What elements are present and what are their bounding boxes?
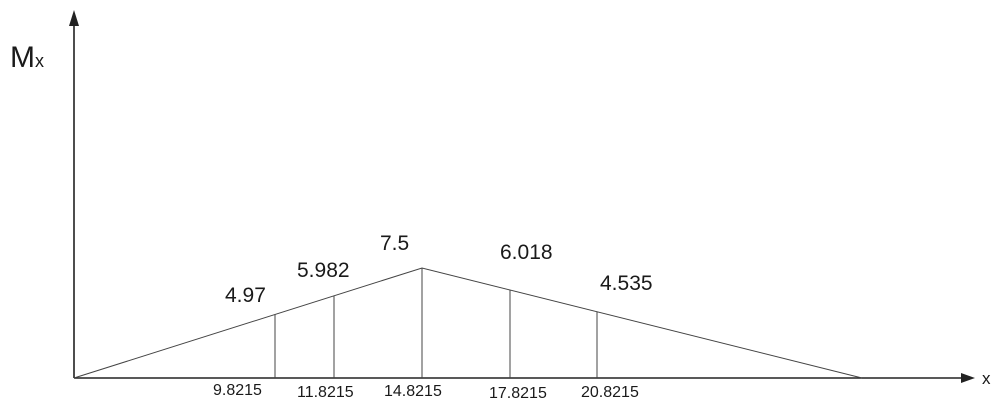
moment-value-label: 5.982 <box>297 259 350 282</box>
y-axis-title: Mx <box>10 41 44 74</box>
moment-value-label: 4.97 <box>225 284 266 307</box>
moment-diagram-outline <box>73 267 863 379</box>
moment-value-label: 6.018 <box>500 241 553 264</box>
x-position-label: 14.8215 <box>384 383 442 400</box>
x-position-label: 20.8215 <box>581 384 639 401</box>
y-axis-title-subscript: x <box>35 51 44 71</box>
x-position-label: 9.8215 <box>213 382 262 399</box>
x-position-label: 11.8215 <box>297 384 354 401</box>
y-axis-title-main: M <box>10 41 35 74</box>
moment-value-label: 7.5 <box>380 232 409 255</box>
y-axis-arrowhead <box>69 10 79 26</box>
moment-value-label: 4.535 <box>600 272 653 295</box>
x-axis-arrowhead <box>961 373 975 383</box>
x-axis-title: x <box>982 369 991 388</box>
x-position-label: 17.8215 <box>489 385 547 402</box>
